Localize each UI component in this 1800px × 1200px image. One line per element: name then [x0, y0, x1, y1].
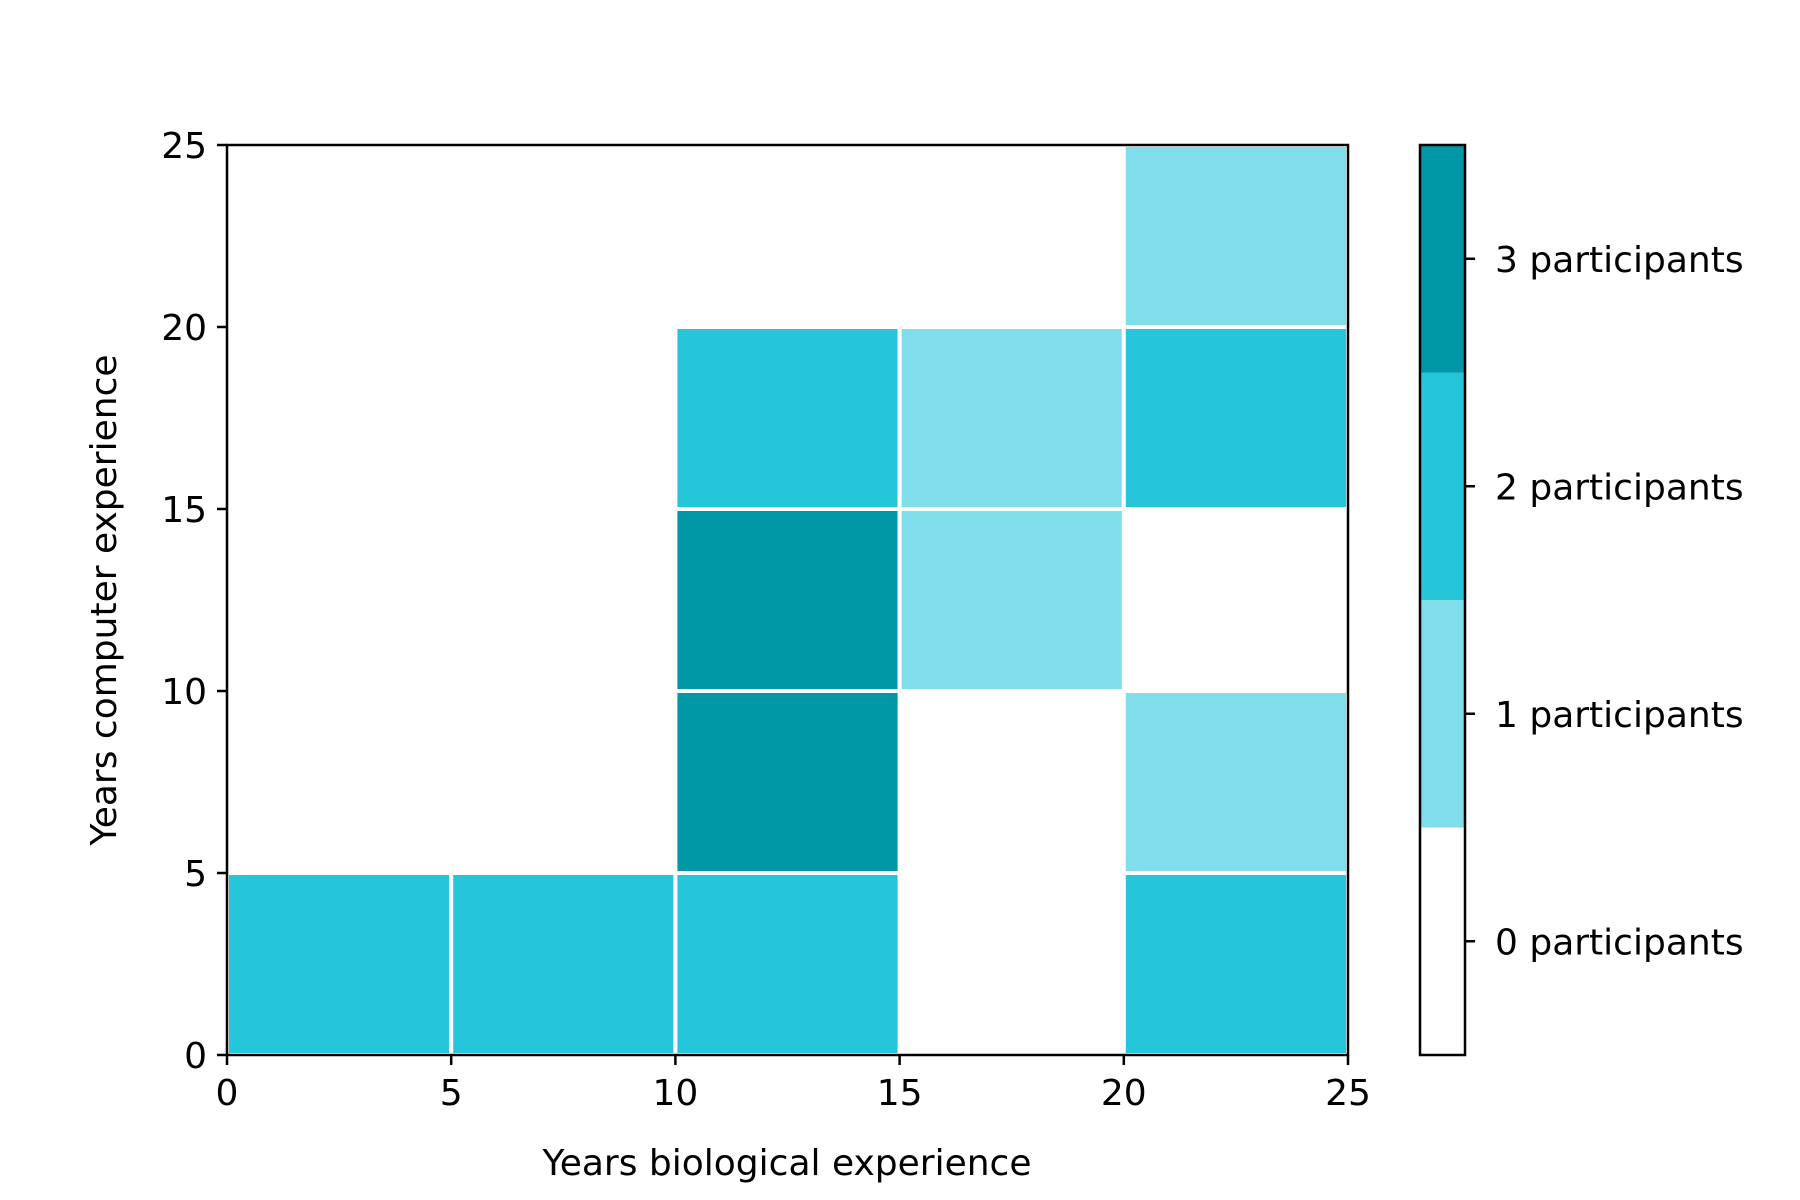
x-axis-title: Years biological experience: [541, 1143, 1031, 1184]
colorbar-segment-1: [1420, 600, 1465, 828]
y-tick-label-3: 15: [161, 490, 207, 531]
heatmap-cell-6: [673, 507, 902, 693]
colorbar-label-2: 2 participants: [1495, 467, 1744, 508]
x-tick-label-3: 15: [877, 1073, 923, 1114]
y-tick-label-2: 10: [161, 672, 207, 713]
heatmap-cell-8: [673, 325, 902, 511]
x-tick-label-0: 0: [216, 1073, 239, 1114]
colorbar-segment-0: [1420, 827, 1465, 1055]
colorbar-segment-2: [1420, 372, 1465, 600]
colorbar-label-1: 1 participants: [1495, 695, 1744, 736]
heatmap-cell-3: [1121, 871, 1351, 1057]
y-tick-label-4: 20: [161, 308, 207, 349]
heatmap-cell-9: [897, 325, 1126, 511]
colorbar-segment-3: [1420, 145, 1465, 373]
x-tick-label-4: 20: [1101, 1073, 1147, 1114]
x-tick-label-2: 10: [652, 1073, 698, 1114]
x-axis-ticks: 0 5 10 15 20 25: [216, 1055, 1371, 1114]
colorbar-frame: [1418, 143, 1467, 1057]
heatmap-cell-1: [449, 871, 678, 1057]
heatmap-cell-0: [225, 871, 454, 1057]
heatmap-cell-10: [1121, 325, 1351, 511]
y-axis-title: Years computer experience: [84, 354, 125, 846]
plot-frame: [225, 143, 1350, 1057]
heatmap-cells: [225, 143, 1351, 1057]
y-tick-label-1: 5: [184, 854, 207, 895]
heatmap-cell-5: [1121, 689, 1351, 875]
colorbar: 0 participants 1 participants 2 participan…: [1418, 143, 1744, 1057]
heatmap-cell-2: [673, 871, 902, 1057]
colorbar-label-3: 3 participants: [1495, 240, 1744, 281]
heatmap-cell-11: [1121, 143, 1351, 329]
x-tick-label-1: 5: [440, 1073, 463, 1114]
heatmap-cell-4: [673, 689, 902, 875]
heatmap-cell-7: [897, 507, 1126, 693]
y-tick-label-5: 25: [161, 126, 207, 167]
y-axis-ticks: 0 5 10 15 20 25: [161, 126, 227, 1077]
colorbar-label-0: 0 participants: [1495, 922, 1744, 963]
x-tick-label-5: 25: [1325, 1073, 1371, 1114]
y-tick-label-0: 0: [184, 1036, 207, 1077]
